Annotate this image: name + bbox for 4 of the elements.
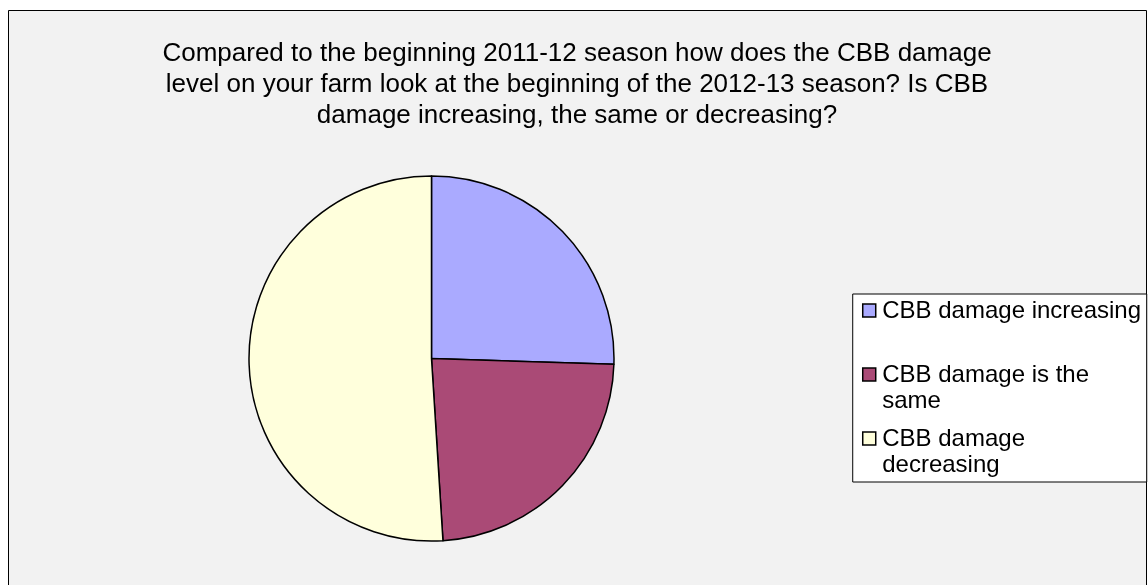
chart-title: Compared to the beginning 2011-12 season how does the CBB damage level on your farm look at the beginning of the 2012-13 season? Is CBB damage increasing, the same or decreasing? — [162, 37, 992, 129]
legend-label: CBB damage decreasing — [882, 423, 1025, 477]
legend-label: CBB damage increasing — [882, 295, 1142, 323]
legend-label: CBB damage is the same — [882, 359, 1090, 413]
